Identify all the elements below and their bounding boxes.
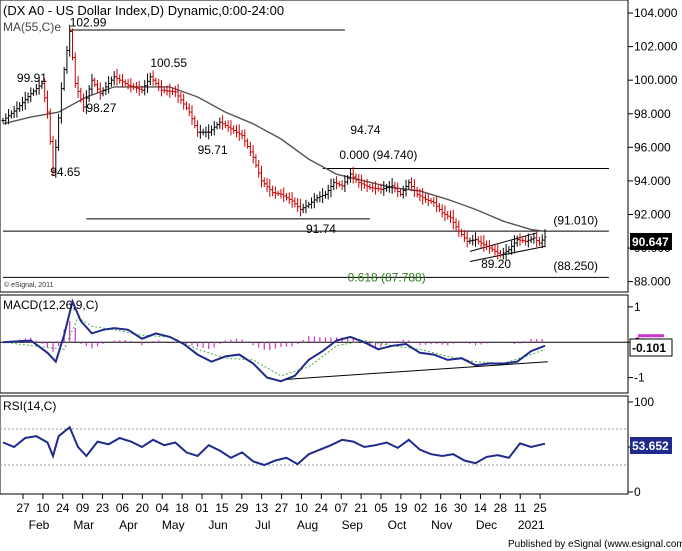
macd-tick-label: -1 <box>634 371 645 385</box>
macd-value-box <box>629 338 673 357</box>
x-axis: 27 10 24 09 23 06 20 04 18 01 15 29 13 27 10 24 07 21 05 19… <box>16 494 547 532</box>
price-tick-label: 96.000 <box>634 140 671 154</box>
price-annotation: 0.618 (87.788) <box>348 271 426 285</box>
x-tick-label: 29 <box>235 501 249 515</box>
price-annotation: 94.74 <box>350 123 380 137</box>
x-tick-label: 27 <box>275 501 289 515</box>
rsi-line <box>2 425 546 467</box>
macd-plot-area <box>0 294 629 394</box>
x-tick-label: 30 <box>454 501 468 515</box>
x-tick-label: 20 <box>136 501 150 515</box>
price-tick-label: 102.000 <box>634 40 678 54</box>
rsi-value-label: 53.652 <box>632 439 669 453</box>
footer-credit: Published by eSignal (www.esignal.com) <box>508 539 682 550</box>
x-tick-label: 28 <box>494 501 508 515</box>
rsi-value-box <box>630 437 672 454</box>
x-tick-label: 16 <box>434 501 448 515</box>
price-tick-label: 98.000 <box>634 107 671 121</box>
x-tick-label: 13 <box>255 501 269 515</box>
macd-hist-marker <box>638 334 664 338</box>
x-tick-label: 11 <box>514 501 527 515</box>
x-tick-label: 21 <box>354 501 368 515</box>
trendline <box>469 245 546 262</box>
x-tick-label: 09 <box>76 501 90 515</box>
macd-trendline <box>286 361 548 380</box>
x-month-label: Oct <box>388 518 407 532</box>
x-month-label: Jul <box>255 518 270 532</box>
x-tick-label: 07 <box>335 501 349 515</box>
x-tick-label: 18 <box>175 501 189 515</box>
x-tick-label: 24 <box>315 501 329 515</box>
x-month-label: Apr <box>119 518 138 532</box>
x-tick-label: 04 <box>156 501 170 515</box>
price-tick-label: 100.000 <box>634 73 678 87</box>
macd-tick-label: 1 <box>634 300 641 314</box>
trendline <box>469 232 537 252</box>
x-tick-label: 02 <box>414 501 428 515</box>
x-month-label: Sep <box>342 518 364 532</box>
x-tick-label: 23 <box>96 501 110 515</box>
macd-lines <box>2 298 664 383</box>
price-annotation: 100.55 <box>150 56 187 70</box>
rsi-lines <box>2 425 546 467</box>
price-annotation: (91.010) <box>553 214 598 228</box>
rsi-tick-label: 100 <box>634 395 654 409</box>
price-axis: 88.00090.00092.00094.00096.00098.000100.… <box>628 6 678 289</box>
x-tick-label: 25 <box>533 501 547 515</box>
price-levels <box>3 29 609 278</box>
x-month-label: Mar <box>73 518 94 532</box>
price-annotations: 102.99 99.91 98.27 100.55 94.65 95.71 94.74 0.0… <box>17 15 598 284</box>
rsi-tick-label: 0 <box>634 485 641 499</box>
price-annotation: 102.99 <box>70 15 107 29</box>
macd-signal-line <box>2 316 546 377</box>
x-tick-label: 01 <box>195 501 209 515</box>
current-price-box <box>630 233 672 250</box>
macd-panel: 10-1 MACD(12,26,9,C) -0.101 <box>0 294 673 394</box>
rsi-title: RSI(14,C) <box>3 399 56 413</box>
macd-title: MACD(12,26,9,C) <box>3 298 98 312</box>
price-bars <box>1 24 547 260</box>
price-tick-label: 104.000 <box>634 6 678 20</box>
x-month-label: Aug <box>297 518 318 532</box>
price-annotation: 91.74 <box>306 222 336 236</box>
ma-indicator-label: MA(55,C)e <box>3 20 61 34</box>
price-panel: 88.00090.00092.00094.00096.00098.000100.… <box>0 0 678 293</box>
ma55-line-path <box>2 86 546 232</box>
x-month-label: Nov <box>431 518 452 532</box>
price-annotation: 99.91 <box>17 71 47 85</box>
x-month-label: Feb <box>29 518 50 532</box>
x-month-label: Jun <box>208 518 227 532</box>
copyright-label: © eSignal, 2011 <box>4 281 54 289</box>
x-tick-label: 05 <box>374 501 388 515</box>
x-tick-label: 06 <box>116 501 130 515</box>
x-month-label: May <box>162 518 185 532</box>
price-annotation: 98.27 <box>86 101 116 115</box>
current-price-label: 90.647 <box>632 235 669 249</box>
x-tick-label: 10 <box>295 501 309 515</box>
x-tick-label: 15 <box>215 501 229 515</box>
price-tick-label: 88.000 <box>634 275 671 289</box>
rsi-panel: 100500 RSI(14,C) 53.652 <box>0 395 672 499</box>
price-annotation: 0.000 (94.740) <box>339 148 417 162</box>
x-tick-label: 24 <box>56 501 70 515</box>
x-tick-label: 14 <box>474 501 488 515</box>
price-annotation: (88.250) <box>553 259 598 273</box>
price-plot-area <box>0 0 629 293</box>
ma55-line <box>2 86 546 232</box>
chart-title: (DX A0 - US Dollar Index,D) Dynamic,0:00… <box>3 3 284 18</box>
price-tick-label: 94.000 <box>634 174 671 188</box>
x-tick-label: 19 <box>394 501 408 515</box>
x-month-label: Dec <box>476 518 497 532</box>
x-tick-label: 27 <box>16 501 30 515</box>
price-annotation: 89.20 <box>481 257 511 271</box>
x-month-label: 2021 <box>518 518 545 532</box>
x-tick-label: 10 <box>36 501 50 515</box>
macd-line <box>2 298 546 383</box>
price-annotation: 95.71 <box>198 143 228 157</box>
price-annotation: 94.65 <box>50 165 80 179</box>
price-tick-label: 92.000 <box>634 207 671 221</box>
macd-value-label: -0.101 <box>632 341 666 355</box>
